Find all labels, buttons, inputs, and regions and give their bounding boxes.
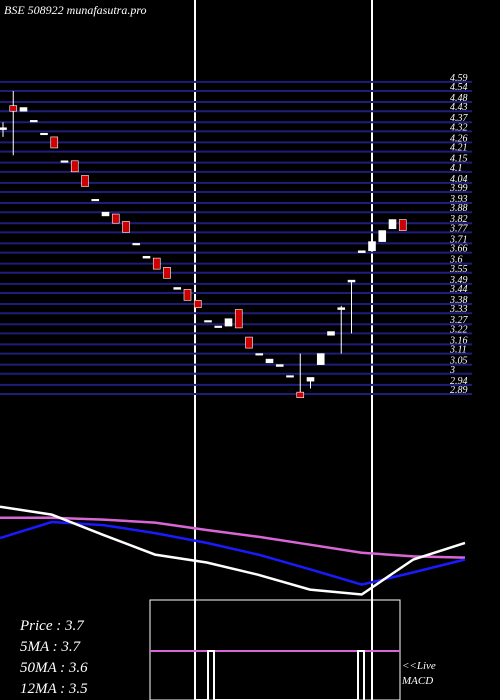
y-tick-label: 4.26: [450, 133, 468, 144]
y-tick-label: 3.99: [449, 183, 468, 194]
stat-label: 50MA : 3.6: [20, 660, 88, 676]
y-tick-label: 3.33: [449, 304, 468, 315]
y-tick-label: 2.89: [450, 385, 468, 396]
macd-label: MACD: [401, 675, 433, 687]
candle-body: [378, 230, 387, 242]
candle-body: [286, 375, 294, 378]
candle-body: [275, 364, 284, 367]
candle-body: [101, 211, 110, 217]
ma-line: [0, 516, 466, 559]
ma-line: [0, 505, 466, 596]
candle-body: [173, 287, 182, 290]
candle-body: [132, 243, 141, 246]
stat-label: 5MA : 3.7: [20, 639, 82, 655]
y-tick-label: 4.48: [450, 93, 468, 104]
candle-body: [0, 127, 7, 130]
candle-body: [255, 353, 264, 356]
y-tick-label: 3.27: [449, 315, 469, 326]
y-tick-label: 2.94: [450, 376, 468, 387]
candle-body: [60, 160, 69, 163]
candle-body: [122, 221, 130, 233]
candle-body: [316, 353, 325, 365]
candle-body: [204, 320, 212, 323]
y-tick-label: 3.16: [449, 335, 468, 346]
candle-body: [388, 219, 397, 230]
candle-body: [111, 213, 120, 224]
candle-body: [357, 250, 366, 253]
y-tick-label: 3.66: [449, 244, 468, 255]
y-tick-label: 4.1: [450, 163, 463, 174]
y-tick-label: 3.55: [449, 264, 468, 275]
stat-label: 12MA : 3.5: [20, 681, 88, 697]
y-tick-label: 3.38: [449, 295, 468, 306]
y-tick-label: 4.15: [450, 154, 468, 165]
y-tick-label: 3.6: [449, 255, 463, 266]
candle-body: [234, 309, 243, 329]
y-tick-label: 3.05: [449, 356, 468, 367]
candle-body: [296, 391, 305, 398]
candle-body: [29, 120, 38, 123]
candle-body: [306, 377, 315, 382]
stat-label: Price : 3.7: [19, 618, 85, 634]
candle-body: [245, 336, 253, 349]
candle-body: [183, 289, 192, 301]
y-tick-label: 3.88: [449, 203, 468, 214]
macd-label: <<Live: [402, 660, 436, 672]
candle-body: [214, 325, 223, 328]
candle-body: [163, 266, 171, 279]
y-tick-label: 3.44: [449, 284, 468, 295]
y-tick-label: 4.04: [450, 174, 468, 185]
candle-body: [224, 318, 233, 327]
chart-title: BSE 508922 munafasutra.pro: [4, 3, 147, 17]
y-tick-label: 4.32: [450, 122, 468, 133]
candle-body: [40, 132, 48, 136]
y-tick-label: 3.77: [449, 223, 469, 234]
y-tick-label: 4.37: [450, 113, 469, 124]
y-tick-label: 3: [449, 365, 455, 376]
candle-body: [265, 358, 274, 364]
candle-body: [337, 307, 346, 310]
candle-body: [70, 160, 79, 173]
candle-body: [368, 241, 376, 252]
y-tick-label: 3.22: [449, 324, 468, 335]
y-tick-label: 4.59: [450, 73, 468, 84]
y-tick-label: 3.82: [449, 214, 468, 225]
candle-body: [50, 136, 59, 149]
candle-body: [91, 199, 100, 202]
candle-body: [398, 219, 407, 231]
candle-body: [81, 175, 89, 187]
y-tick-label: 4.43: [450, 102, 468, 113]
candle-body: [19, 107, 28, 112]
y-tick-label: 3.71: [449, 234, 468, 245]
y-tick-label: 3.93: [449, 194, 468, 205]
y-tick-label: 4.54: [450, 82, 468, 93]
candle-body: [347, 279, 356, 283]
candle-body: [9, 105, 18, 112]
candle-body: [152, 257, 161, 270]
y-tick-label: 4.21: [450, 143, 468, 154]
candle-body: [142, 255, 151, 259]
y-tick-label: 3.49: [449, 275, 468, 286]
macd-line: [195, 650, 365, 700]
candle-body: [193, 300, 202, 308]
y-tick-label: 3.11: [449, 345, 467, 356]
candle-body: [327, 331, 335, 336]
